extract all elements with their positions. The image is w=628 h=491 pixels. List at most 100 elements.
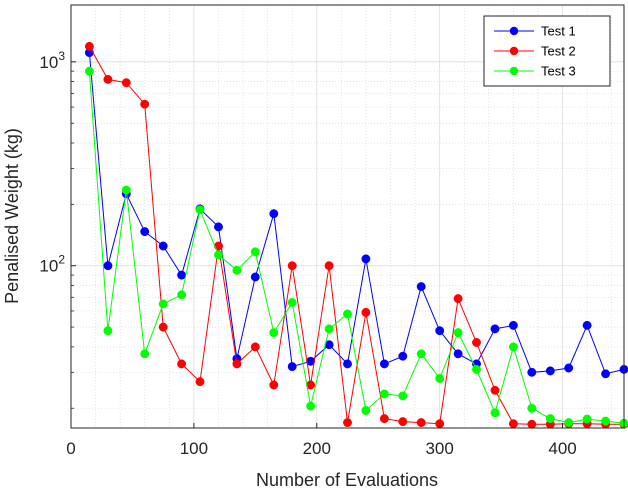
data-point bbox=[343, 309, 352, 319]
data-point bbox=[490, 408, 500, 418]
data-point bbox=[545, 366, 555, 376]
data-point bbox=[84, 66, 94, 76]
x-tick-label: 100 bbox=[180, 439, 208, 458]
data-point bbox=[490, 324, 500, 334]
data-point bbox=[490, 385, 500, 395]
data-point bbox=[214, 222, 223, 232]
data-point bbox=[564, 363, 574, 373]
y-tick-label: 103 bbox=[39, 49, 65, 72]
data-point bbox=[343, 418, 352, 428]
data-point bbox=[232, 359, 242, 369]
series-layer bbox=[84, 41, 628, 429]
legend: Test 1 Test 2 Test 3 bbox=[483, 15, 611, 87]
data-point bbox=[269, 328, 279, 338]
y-ticks: 102 103 bbox=[39, 49, 76, 409]
data-point bbox=[250, 272, 260, 282]
plot-frame bbox=[70, 4, 625, 429]
data-point bbox=[361, 406, 371, 415]
data-point bbox=[324, 261, 334, 271]
legend-item: Test 3 bbox=[494, 64, 576, 79]
data-point bbox=[195, 205, 205, 215]
data-point bbox=[379, 389, 389, 399]
data-point bbox=[361, 254, 371, 264]
data-point bbox=[103, 326, 113, 336]
data-point bbox=[379, 414, 389, 424]
y-axis-title: Penalised Weight (kg) bbox=[2, 128, 22, 304]
x-axis-title: Number of Evaluations bbox=[256, 470, 438, 490]
data-point bbox=[177, 270, 187, 280]
data-point bbox=[361, 307, 371, 317]
data-point bbox=[601, 416, 611, 426]
data-point bbox=[214, 241, 223, 251]
data-point bbox=[140, 349, 150, 359]
data-point bbox=[545, 414, 555, 424]
data-point bbox=[306, 356, 316, 366]
data-point bbox=[435, 326, 445, 336]
legend-marker bbox=[509, 26, 519, 36]
legend-label: Test 3 bbox=[541, 64, 576, 79]
data-point bbox=[453, 349, 463, 359]
data-point bbox=[398, 391, 408, 401]
legend-label: Test 2 bbox=[541, 44, 576, 59]
data-point bbox=[601, 369, 611, 379]
data-point bbox=[158, 299, 168, 309]
data-point bbox=[287, 298, 297, 307]
data-point bbox=[527, 419, 537, 429]
data-point bbox=[398, 417, 408, 427]
data-point bbox=[177, 359, 187, 369]
data-point bbox=[250, 247, 260, 257]
data-point bbox=[472, 364, 481, 374]
data-point bbox=[508, 419, 518, 429]
data-point bbox=[398, 351, 408, 361]
data-point bbox=[140, 99, 150, 109]
x-tick-label: 300 bbox=[425, 439, 453, 458]
data-point bbox=[269, 209, 279, 219]
data-point bbox=[453, 294, 463, 304]
data-point bbox=[121, 185, 131, 195]
data-point bbox=[269, 380, 279, 390]
data-point bbox=[195, 377, 205, 387]
data-point bbox=[582, 320, 592, 330]
x-ticks: 0 100 200 300 400 bbox=[66, 423, 577, 458]
data-point bbox=[416, 418, 426, 428]
data-point bbox=[287, 362, 297, 372]
series-3 bbox=[84, 66, 628, 428]
x-tick-label: 0 bbox=[66, 439, 75, 458]
data-point bbox=[379, 359, 389, 369]
data-point bbox=[453, 328, 463, 338]
data-point bbox=[103, 261, 113, 271]
data-point bbox=[416, 349, 426, 359]
data-point bbox=[435, 373, 445, 383]
data-point bbox=[582, 414, 592, 424]
data-point bbox=[508, 342, 518, 352]
data-point bbox=[84, 41, 94, 51]
legend-marker bbox=[509, 46, 519, 56]
data-point bbox=[416, 282, 426, 292]
data-point bbox=[306, 401, 316, 411]
legend-item: Test 2 bbox=[494, 44, 576, 59]
data-point bbox=[527, 403, 537, 413]
legend-marker bbox=[509, 66, 519, 76]
legend-label: Test 1 bbox=[541, 24, 576, 39]
data-point bbox=[564, 418, 574, 428]
data-point bbox=[508, 320, 518, 330]
data-point bbox=[232, 265, 242, 275]
data-point bbox=[140, 227, 150, 237]
data-point bbox=[527, 367, 537, 377]
data-point bbox=[343, 359, 352, 369]
data-point bbox=[158, 322, 168, 332]
data-point bbox=[472, 338, 481, 347]
minor-grid bbox=[71, 5, 624, 428]
data-point bbox=[103, 74, 113, 84]
y-tick-label: 102 bbox=[39, 253, 65, 276]
data-point bbox=[250, 342, 260, 352]
legend-item: Test 1 bbox=[494, 24, 576, 39]
data-point bbox=[158, 241, 168, 251]
data-point bbox=[324, 324, 334, 334]
data-point bbox=[287, 261, 297, 271]
data-point bbox=[177, 290, 187, 300]
x-tick-label: 200 bbox=[303, 439, 331, 458]
data-point bbox=[214, 250, 223, 260]
x-tick-label: 400 bbox=[548, 439, 576, 458]
